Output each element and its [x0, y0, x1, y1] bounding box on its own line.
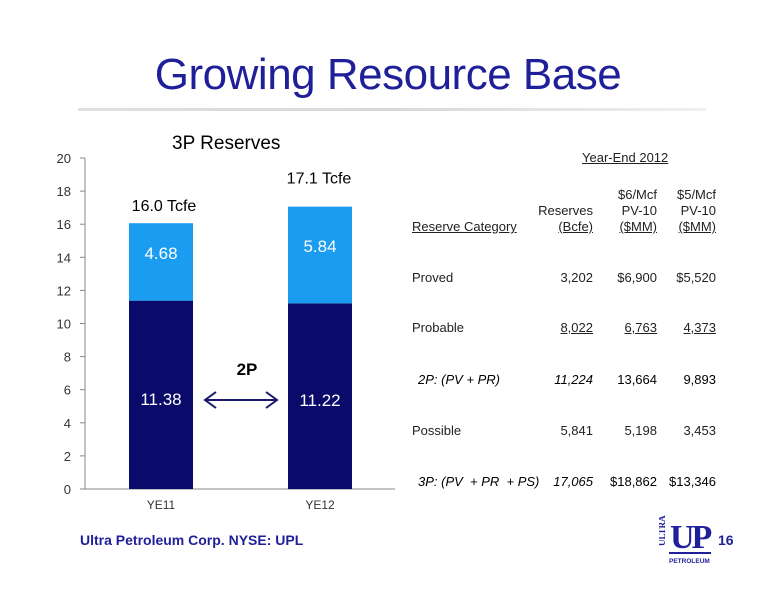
slide-title: Growing Resource Base	[154, 50, 622, 99]
y-tick-label: 14	[57, 250, 71, 265]
header-category: Reserve Category	[412, 219, 517, 234]
y-tick-label: 4	[64, 416, 71, 431]
data-label: 5.84	[303, 237, 336, 256]
row-possible-category: Possible	[412, 423, 462, 438]
row-probable-category: Probable	[412, 320, 465, 335]
row-2p-reserves: 11,224	[554, 372, 593, 387]
bar-segment	[288, 206, 352, 304]
x-tick-label: YE12	[305, 498, 335, 512]
row-3p-reserves: 17,065	[553, 474, 593, 489]
data-label: 11.22	[299, 391, 340, 410]
stacked-bar-chart: 0 2 4 6 8 10 12 14 16 18 20 11.38 4.68 16.0 Tcfe 11.2…	[57, 151, 395, 512]
bar-segment	[129, 223, 193, 301]
row-proved-pv5: $5,520	[676, 270, 716, 285]
bars	[129, 206, 352, 489]
arrow-head-right	[265, 391, 279, 409]
annotation-label: 2P	[237, 360, 258, 379]
row-proved-reserves: 3,202	[560, 270, 593, 285]
y-tick-label: 6	[64, 383, 71, 398]
bar-segment	[288, 303, 352, 489]
y-tick-label: 20	[57, 151, 71, 166]
footer-company: Ultra Petroleum Corp. NYSE: UPL	[80, 532, 304, 548]
arrow-head-left	[203, 391, 217, 409]
header-pv6: $6/Mcf PV-10 ($MM)	[617, 187, 657, 234]
y-tick-label: 10	[57, 317, 71, 332]
row-probable-pv5: 4,373	[683, 320, 716, 335]
header-reserves: Reserves (Bcfe)	[538, 203, 593, 234]
row-proved-pv6: $6,900	[617, 270, 657, 285]
row-3p-pv6: $18,862	[610, 474, 657, 489]
data-labels: 11.38 4.68 16.0 Tcfe 11.22 5.84 17.1 Tcfe	[132, 171, 352, 410]
logo-mark: UP	[670, 519, 712, 556]
x-tick-label: YE11	[147, 498, 176, 512]
title-divider	[78, 108, 706, 111]
row-possible-pv5: 3,453	[683, 423, 716, 438]
row-probable-pv6: 6,763	[624, 320, 657, 335]
chart-title: 3P Reserves	[172, 133, 281, 154]
row-3p-category: 3P: (PV + PR + PS)	[418, 474, 540, 489]
data-label: 11.38	[140, 390, 181, 409]
total-label: 16.0 Tcfe	[132, 198, 197, 215]
row-2p-pv5: 9,893	[683, 372, 716, 387]
header-pv5: $5/Mcf PV-10 ($MM)	[676, 187, 716, 234]
bar-segment	[129, 300, 193, 489]
table-caption: Year-End 2012	[582, 150, 669, 165]
y-tick-label: 16	[57, 217, 71, 232]
y-tick-label: 2	[64, 449, 71, 464]
annotation-2p: 2P	[203, 360, 279, 409]
row-3p-pv5: $13,346	[669, 474, 716, 489]
logo-text-top: ULTRA	[659, 515, 667, 546]
x-axis-labels: YE11 YE12	[147, 498, 335, 512]
row-2p-category: 2P: (PV + PR)	[418, 372, 500, 387]
row-proved-category: Proved	[412, 270, 454, 285]
y-tick-label: 8	[64, 350, 71, 365]
y-tick-label: 18	[57, 184, 71, 199]
row-possible-pv6: 5,198	[624, 423, 657, 438]
row-probable-reserves: 8,022	[560, 320, 593, 335]
row-2p-pv6: 13,664	[617, 372, 657, 387]
total-label: 17.1 Tcfe	[287, 171, 352, 188]
y-tick-label: 0	[64, 482, 71, 497]
y-tick-label: 12	[57, 283, 71, 298]
logo-text-bottom: PETROLEUM	[669, 558, 710, 565]
row-possible-reserves: 5,841	[560, 423, 593, 438]
page-number: 16	[718, 532, 734, 548]
data-label: 4.68	[144, 244, 177, 263]
ultra-petroleum-logo: ULTRA UP PETROLEUM	[659, 515, 713, 565]
